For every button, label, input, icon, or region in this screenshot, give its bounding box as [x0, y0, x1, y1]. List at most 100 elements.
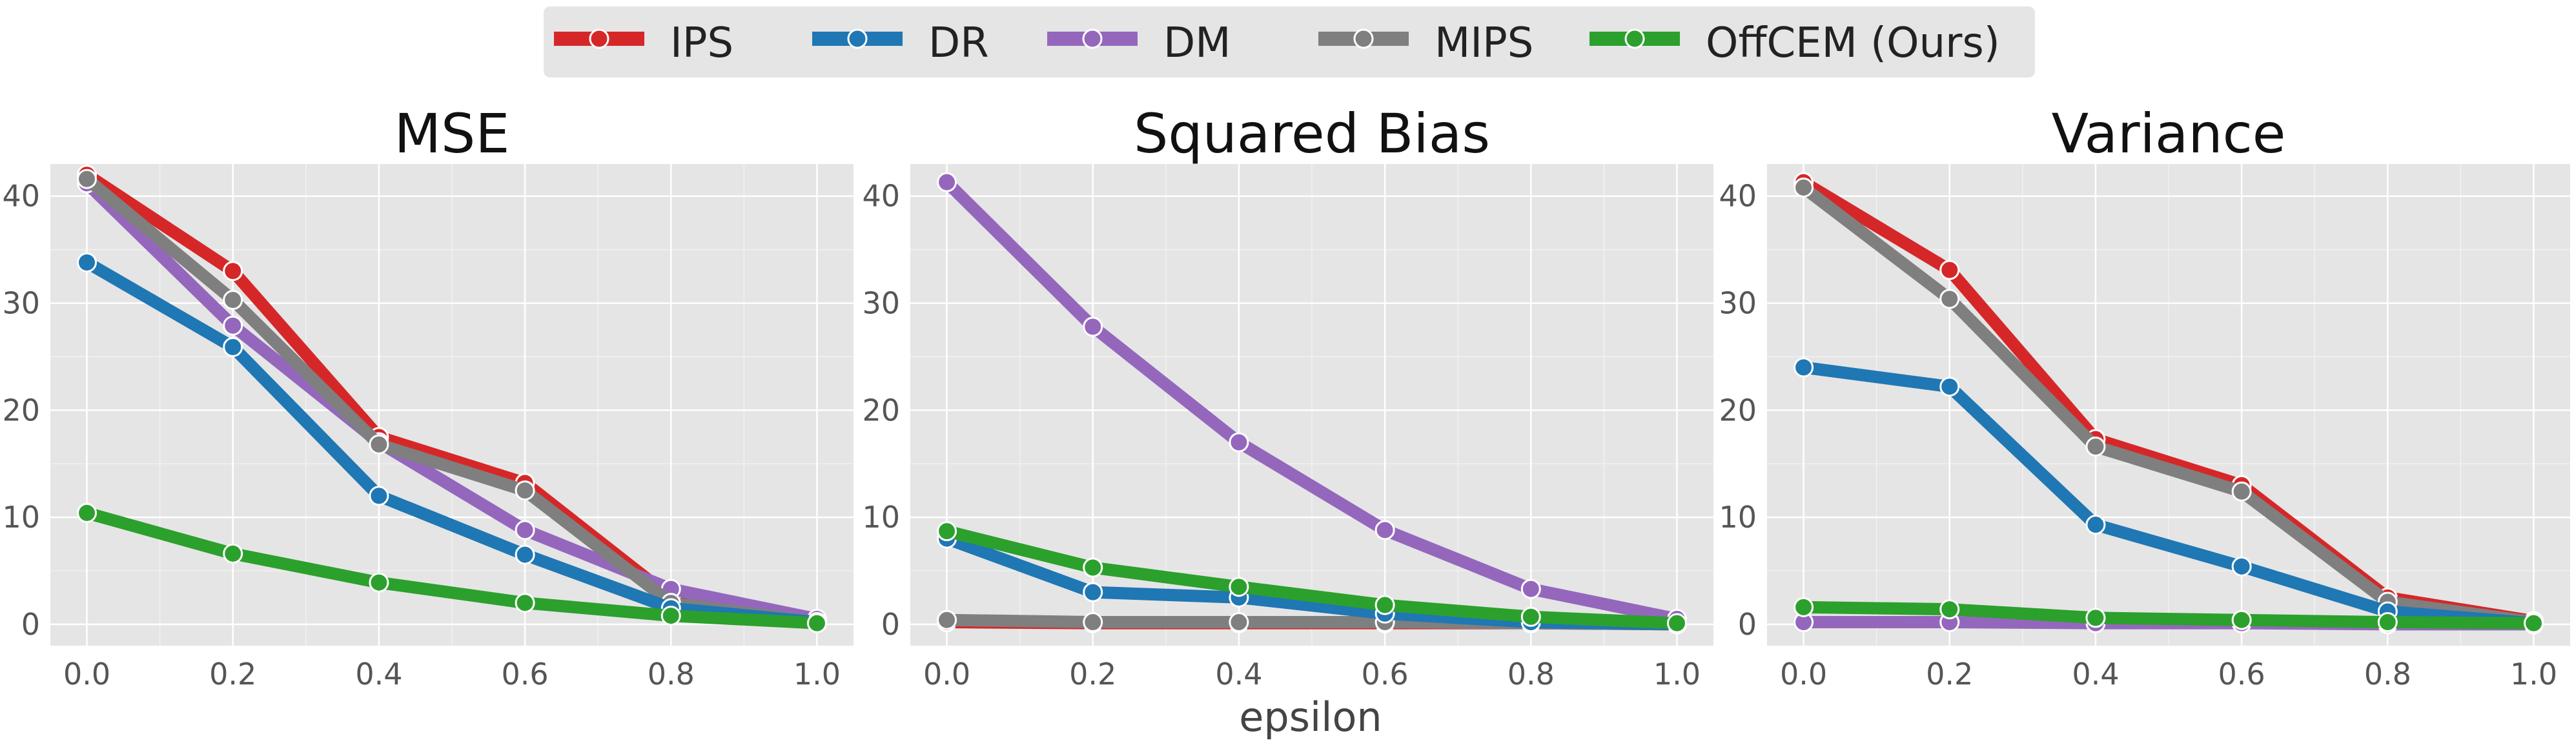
x-axis-label: epsilon: [1239, 693, 1382, 741]
data-point: [1375, 520, 1395, 540]
y-tick-label: 20: [862, 393, 900, 427]
panel-title: MSE: [394, 102, 510, 165]
data-point: [77, 169, 97, 189]
series-line: [81, 256, 823, 629]
data-point: [937, 172, 957, 192]
x-tick-label: 0.2: [209, 657, 256, 692]
y-tick-label: 0: [881, 607, 900, 642]
y-tick-label: 30: [2, 286, 40, 321]
y-tick-label: 0: [21, 607, 40, 642]
legend-item-dm: DM: [1047, 19, 1231, 67]
data-point: [223, 290, 243, 311]
data-point: [2231, 481, 2252, 502]
data-point: [1939, 289, 1960, 309]
y-tick-label: 10: [1719, 500, 1757, 535]
x-tick-label: 0.4: [1215, 657, 1262, 692]
series-line: [1797, 361, 2540, 630]
series-offcem-ours: [1794, 597, 2544, 633]
panel-variance: 0.0 0.2 0.4 0.6 0.8 1.0 0 10 20 30 40 Variance: [1719, 102, 2570, 692]
x-tick-label: 0.6: [2218, 657, 2265, 692]
x-tick-label: 0.0: [1780, 657, 1827, 692]
x-tick-label: 0.8: [648, 657, 695, 692]
series-line: [1797, 181, 2540, 629]
series-offcem-ours: [937, 521, 1687, 633]
data-point: [2085, 608, 2106, 628]
data-point: [369, 486, 389, 506]
data-point: [1229, 577, 1249, 597]
data-point: [1794, 597, 1814, 617]
data-point: [1520, 579, 1541, 599]
data-point: [515, 593, 535, 613]
data-point: [1794, 357, 1814, 378]
legend-marker: [1082, 28, 1103, 49]
y-tick-label: 30: [862, 286, 900, 321]
x-tick-label: 0.0: [923, 657, 970, 692]
data-point: [1083, 316, 1103, 337]
x-tick-label: 0.8: [2364, 657, 2411, 692]
legend-marker: [589, 28, 609, 49]
data-point: [2377, 612, 2398, 633]
x-tick-label: 1.0: [1653, 657, 1701, 692]
legend-label: OffCEM (Ours): [1706, 19, 2000, 67]
y-tick-label: 20: [1719, 393, 1757, 427]
series-line: [81, 177, 823, 626]
legend-item-ips: IPS: [554, 19, 733, 67]
x-tick-label: 0.2: [1069, 657, 1116, 692]
data-point: [806, 613, 827, 633]
data-point: [1083, 612, 1103, 633]
series-line: [941, 525, 1683, 630]
y-tick-label: 10: [862, 500, 900, 535]
legend-marker: [1353, 28, 1374, 49]
series-offcem-ours: [77, 502, 827, 633]
data-point: [77, 252, 97, 273]
data-point: [77, 502, 97, 523]
legend-item-dr: DR: [812, 19, 989, 67]
x-tick-label: 0.8: [1508, 657, 1555, 692]
data-point: [1083, 557, 1103, 578]
legend-marker: [1624, 28, 1645, 49]
data-point: [1375, 595, 1395, 615]
data-point: [1794, 177, 1814, 198]
data-point: [2231, 610, 2252, 630]
x-tick-label: 0.2: [1926, 657, 1973, 692]
data-point: [515, 480, 535, 501]
y-tick-label: 40: [2, 179, 40, 214]
legend: IPS DR DM MIPS OffCEM (Ours): [544, 6, 2035, 77]
data-point: [515, 544, 535, 565]
legend-label: IPS: [670, 19, 733, 67]
data-point: [223, 543, 243, 564]
data-point: [1520, 606, 1541, 627]
data-point: [369, 434, 389, 455]
legend-item-offcem-ours: OffCEM (Ours): [1590, 19, 2000, 67]
data-point: [223, 336, 243, 357]
data-point: [1229, 612, 1249, 633]
panel-mse: 0.0 0.2 0.4 0.6 0.8 1.0 0 10 20 30 40 MSE: [2, 102, 854, 692]
data-point: [2085, 515, 2106, 535]
panel-title: Squared Bias: [1134, 102, 1490, 165]
x-tick-label: 1.0: [793, 657, 841, 692]
data-point: [937, 521, 957, 542]
data-point: [1939, 599, 1960, 620]
legend-label: DR: [928, 19, 989, 67]
data-point: [660, 606, 681, 626]
y-tick-label: 20: [2, 393, 40, 427]
data-point: [1229, 432, 1249, 453]
y-tick-label: 40: [1719, 179, 1757, 214]
legend-item-mips: MIPS: [1318, 19, 1533, 67]
data-point: [937, 610, 957, 630]
series-line: [941, 176, 1683, 626]
legend-label: MIPS: [1435, 19, 1533, 67]
data-point: [223, 315, 243, 336]
x-tick-label: 0.4: [355, 657, 402, 692]
x-tick-label: 0.4: [2072, 657, 2119, 692]
data-point: [515, 520, 535, 540]
data-point: [1939, 376, 1960, 397]
data-point: [223, 261, 243, 282]
legend-svg: IPS DR DM MIPS OffCEM (Ours): [554, 19, 2000, 67]
panel-squared-bias: 0.0 0.2 0.4 0.6 0.8 1.0 0 10 20 30 40 Squared Bias: [862, 102, 1713, 692]
data-point: [2085, 436, 2106, 457]
y-tick-label: 0: [1738, 607, 1757, 642]
y-tick-label: 30: [1719, 286, 1757, 321]
x-tick-label: 1.0: [2510, 657, 2557, 692]
